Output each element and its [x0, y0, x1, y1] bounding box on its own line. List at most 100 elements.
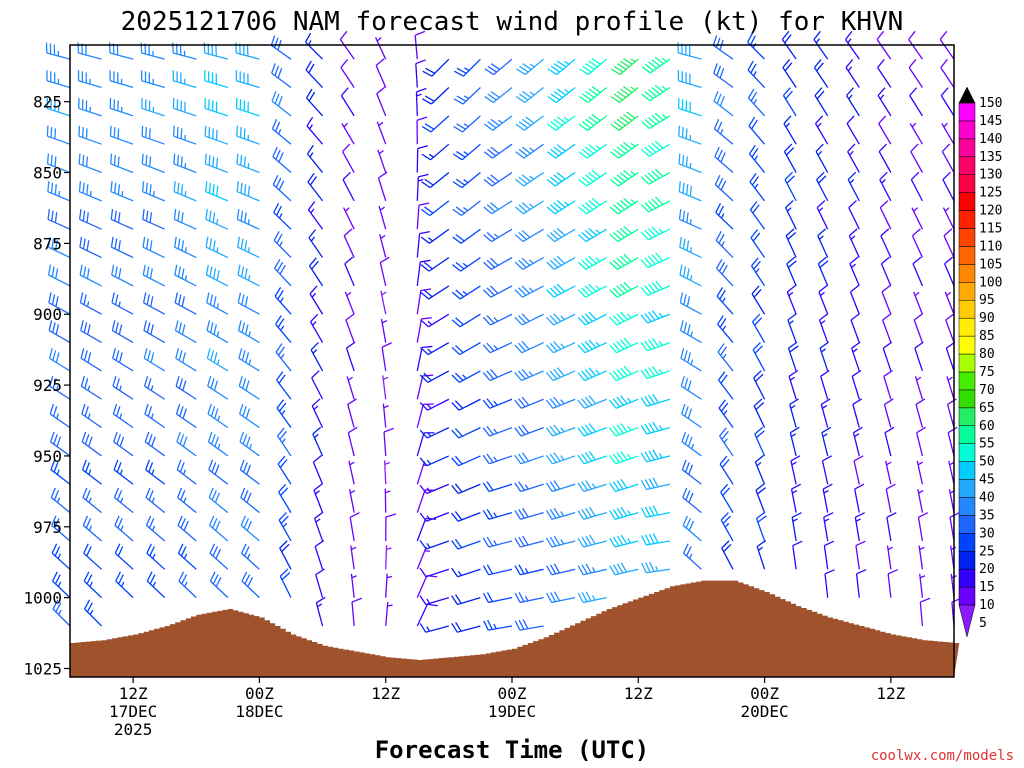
wind-barb [83, 543, 103, 570]
wind-barb [579, 58, 608, 76]
wind-barb [176, 459, 197, 485]
wind-barb [205, 236, 229, 259]
wind-barb [80, 375, 102, 400]
wind-barb [609, 197, 639, 215]
wind-barb [483, 619, 513, 631]
wind-barb [815, 143, 829, 173]
wind-barb [482, 508, 513, 520]
wind-barb [850, 313, 860, 343]
wind-barb [783, 143, 797, 173]
wind-barb [640, 365, 671, 380]
wind-barb [514, 256, 544, 270]
wind-barb [913, 291, 924, 315]
colorbar-segment [958, 228, 976, 247]
wind-barb [421, 115, 450, 133]
wind-barb [237, 264, 260, 287]
wind-barb [609, 365, 639, 382]
wind-barb [640, 477, 670, 491]
colorbar-label: 5 [979, 616, 987, 631]
wind-barb [385, 573, 393, 598]
wind-barb [416, 546, 431, 570]
wind-barb [682, 487, 702, 514]
wind-barb [713, 91, 734, 117]
wind-barb [909, 122, 923, 145]
wind-barb [749, 201, 766, 230]
wind-barb [209, 571, 229, 599]
wind-barb [716, 259, 734, 287]
wind-barb [877, 87, 892, 117]
wind-barb [380, 290, 387, 315]
wind-barb [238, 348, 260, 372]
wind-barb [207, 403, 229, 429]
wind-barb [174, 320, 197, 344]
wind-barb [752, 341, 766, 372]
wind-barb [452, 172, 481, 189]
wind-barb [817, 228, 829, 258]
wind-barb [879, 200, 892, 230]
wind-barb [383, 427, 395, 456]
wind-barb [145, 515, 166, 542]
wind-barb [852, 426, 863, 457]
wind-barb [547, 115, 576, 131]
colorbar-segment [958, 551, 976, 570]
wind-barb [514, 564, 544, 576]
wind-barb [678, 181, 702, 202]
wind-barb [451, 455, 481, 467]
colorbar-segment [958, 246, 976, 265]
wind-barb [273, 230, 292, 259]
wind-barb [911, 228, 924, 258]
wind-barb [416, 231, 430, 258]
wind-barb [484, 58, 513, 76]
wind-barb [610, 111, 639, 131]
wind-barb [277, 427, 292, 457]
colorbar-segment [958, 174, 976, 193]
wind-barb [113, 459, 134, 485]
wind-barb [78, 97, 102, 117]
wind-barb [422, 58, 450, 77]
colorbar-label: 50 [979, 455, 995, 470]
wind-barb [678, 209, 702, 230]
wind-barb [881, 284, 892, 315]
wind-barb [484, 87, 513, 103]
wind-barb [940, 59, 955, 88]
wind-barb [109, 70, 134, 89]
wind-barb [236, 125, 260, 145]
wind-barb [114, 515, 134, 542]
wind-barb [453, 58, 481, 77]
wind-barb [141, 153, 165, 174]
wind-barb [236, 181, 260, 202]
colorbar-max-triangle [958, 86, 976, 104]
wind-barb [48, 320, 71, 344]
wind-barb [310, 313, 324, 343]
wind-barb [640, 226, 671, 241]
wind-barb [610, 58, 639, 76]
wind-barb [207, 375, 229, 400]
wind-barb [451, 594, 481, 606]
wind-barb [110, 153, 134, 174]
wind-barb [451, 313, 481, 328]
wind-barb [482, 341, 513, 354]
wind-barb [846, 87, 860, 117]
wind-barb [609, 253, 639, 270]
wind-barb [416, 603, 438, 627]
wind-barb [46, 125, 71, 145]
wind-barb [420, 257, 450, 272]
x-tick-label: 00Z [750, 684, 779, 703]
wind-barb [81, 431, 102, 457]
y-tick-label: 1025 [23, 659, 62, 678]
wind-barb [142, 264, 166, 287]
wind-barb [911, 207, 924, 230]
wind-barb [608, 395, 639, 409]
wind-barb [514, 481, 544, 493]
wind-barb [483, 200, 513, 215]
wind-barb [271, 119, 292, 145]
wind-barb [235, 97, 260, 117]
wind-barb [784, 171, 797, 202]
wind-barb [270, 35, 292, 60]
wind-barb [451, 342, 481, 356]
wind-barb [307, 172, 324, 202]
wind-barb [886, 545, 894, 570]
wind-barb [341, 122, 355, 145]
wind-barb [348, 460, 355, 485]
wind-barb [885, 483, 896, 513]
